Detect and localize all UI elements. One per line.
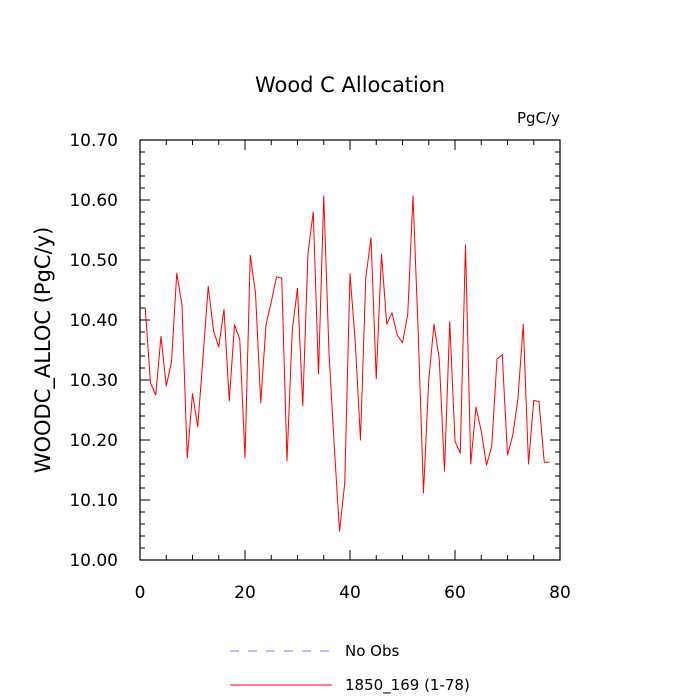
x-tick-label: 60: [444, 583, 466, 603]
y-tick-label: 10.60: [69, 191, 118, 211]
legend: No Obs 1850_169 (1-78): [230, 642, 470, 695]
x-tick-label: 80: [549, 583, 571, 603]
units-label: PgC/y: [517, 109, 560, 127]
y-tick-labels: 10.00 10.10 10.20 10.30 10.40 10.50 10.60 10.70: [69, 131, 118, 571]
y-axis-label: WOODC_ALLOC (PgC/y): [31, 227, 56, 474]
series-group: [144, 195, 550, 532]
y-tick-label: 10.70: [69, 131, 118, 151]
x-tick-labels: 0 20 40 60 80: [135, 583, 571, 603]
legend-label: 1850_169 (1-78): [345, 676, 470, 695]
y-tick-label: 10.50: [69, 251, 118, 271]
x-tick-label: 40: [339, 583, 361, 603]
y-tick-label: 10.10: [69, 491, 118, 511]
chart-title: Wood C Allocation: [255, 73, 445, 97]
x-tick-label: 20: [234, 583, 256, 603]
plot-frame: [139, 139, 561, 561]
y-tick-label: 10.30: [69, 371, 118, 391]
y-tick-label: 10.20: [69, 431, 118, 451]
series-line: [144, 195, 550, 532]
x-tick-label: 0: [135, 583, 146, 603]
legend-label: No Obs: [345, 642, 399, 660]
y-tick-label: 10.40: [69, 311, 118, 331]
axis-ticks: [139, 139, 561, 561]
y-tick-label: 10.00: [69, 551, 118, 571]
